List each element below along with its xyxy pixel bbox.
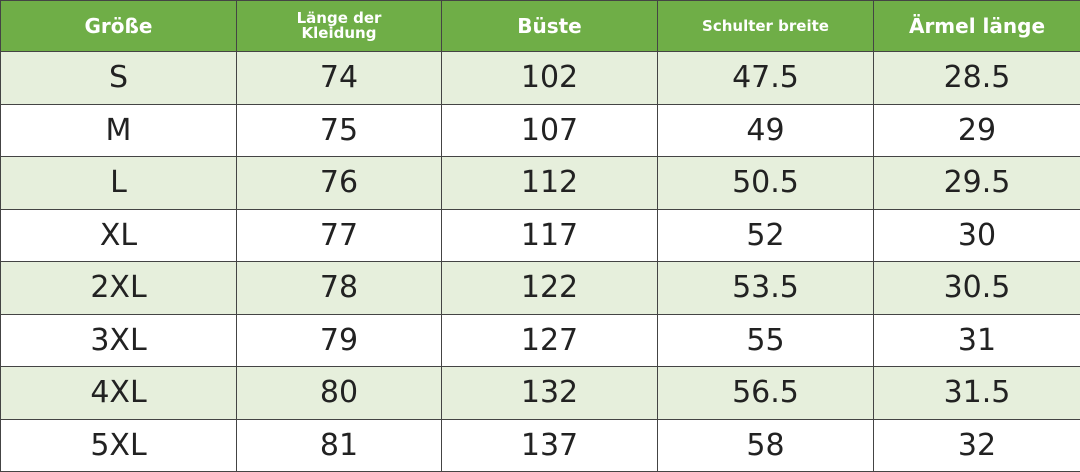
table-cell: 30.5 [873,261,1080,315]
table-cell: 31.5 [873,366,1080,420]
table-cell: 77 [236,208,442,262]
header-row: Größe Länge der Kleidung Büste Schulter bre… [0,0,1080,52]
table-cell: 29 [873,103,1080,157]
table-cell: XL [0,208,237,262]
table-cell: M [0,103,237,157]
table-cell: 78 [236,261,442,315]
header-cell: Schulter breite [657,0,874,52]
table-cell: 49 [657,103,874,157]
table-cell: 74 [236,51,442,105]
table-cell: 79 [236,313,442,367]
header-cell: Länge der Kleidung [236,0,442,52]
table-cell: 132 [441,366,658,420]
table-header: Größe Länge der Kleidung Büste Schulter bre… [0,0,1080,52]
table-row: M 75 107 49 29 [0,103,1080,157]
table-cell: 50.5 [657,156,874,210]
table-cell: 53.5 [657,261,874,315]
table-cell: 107 [441,103,658,157]
table-cell: 58 [657,418,874,472]
table-cell: 55 [657,313,874,367]
table-row: S 74 102 47.5 28.5 [0,51,1080,105]
table-cell: 5XL [0,418,237,472]
table-cell: 56.5 [657,366,874,420]
header-cell: Ärmel länge [873,0,1080,52]
table-cell: 32 [873,418,1080,472]
table-cell: 30 [873,208,1080,262]
table-cell: 29.5 [873,156,1080,210]
table-body: S 74 102 47.5 28.5 M 75 107 49 29 L 76 112 50.5 29.5 XL… [0,51,1080,472]
table-cell: 31 [873,313,1080,367]
table-cell: 117 [441,208,658,262]
table-cell: 80 [236,366,442,420]
table-cell: 76 [236,156,442,210]
table-cell: L [0,156,237,210]
table-cell: 28.5 [873,51,1080,105]
table-row: XL 77 117 52 30 [0,208,1080,262]
table-cell: 137 [441,418,658,472]
table-cell: 2XL [0,261,237,315]
table-cell: 3XL [0,313,237,367]
table-row: 5XL 81 137 58 32 [0,418,1080,472]
header-cell: Größe [0,0,237,52]
table-cell: 47.5 [657,51,874,105]
table-row: 3XL 79 127 55 31 [0,313,1080,367]
table-row: 4XL 80 132 56.5 31.5 [0,366,1080,420]
table-cell: S [0,51,237,105]
header-cell: Büste [441,0,658,52]
table-cell: 102 [441,51,658,105]
table-cell: 122 [441,261,658,315]
table-cell: 4XL [0,366,237,420]
table-row: 2XL 78 122 53.5 30.5 [0,261,1080,315]
table-cell: 75 [236,103,442,157]
table-cell: 52 [657,208,874,262]
table-cell: 81 [236,418,442,472]
table-cell: 127 [441,313,658,367]
table-cell: 112 [441,156,658,210]
table-row: L 76 112 50.5 29.5 [0,156,1080,210]
